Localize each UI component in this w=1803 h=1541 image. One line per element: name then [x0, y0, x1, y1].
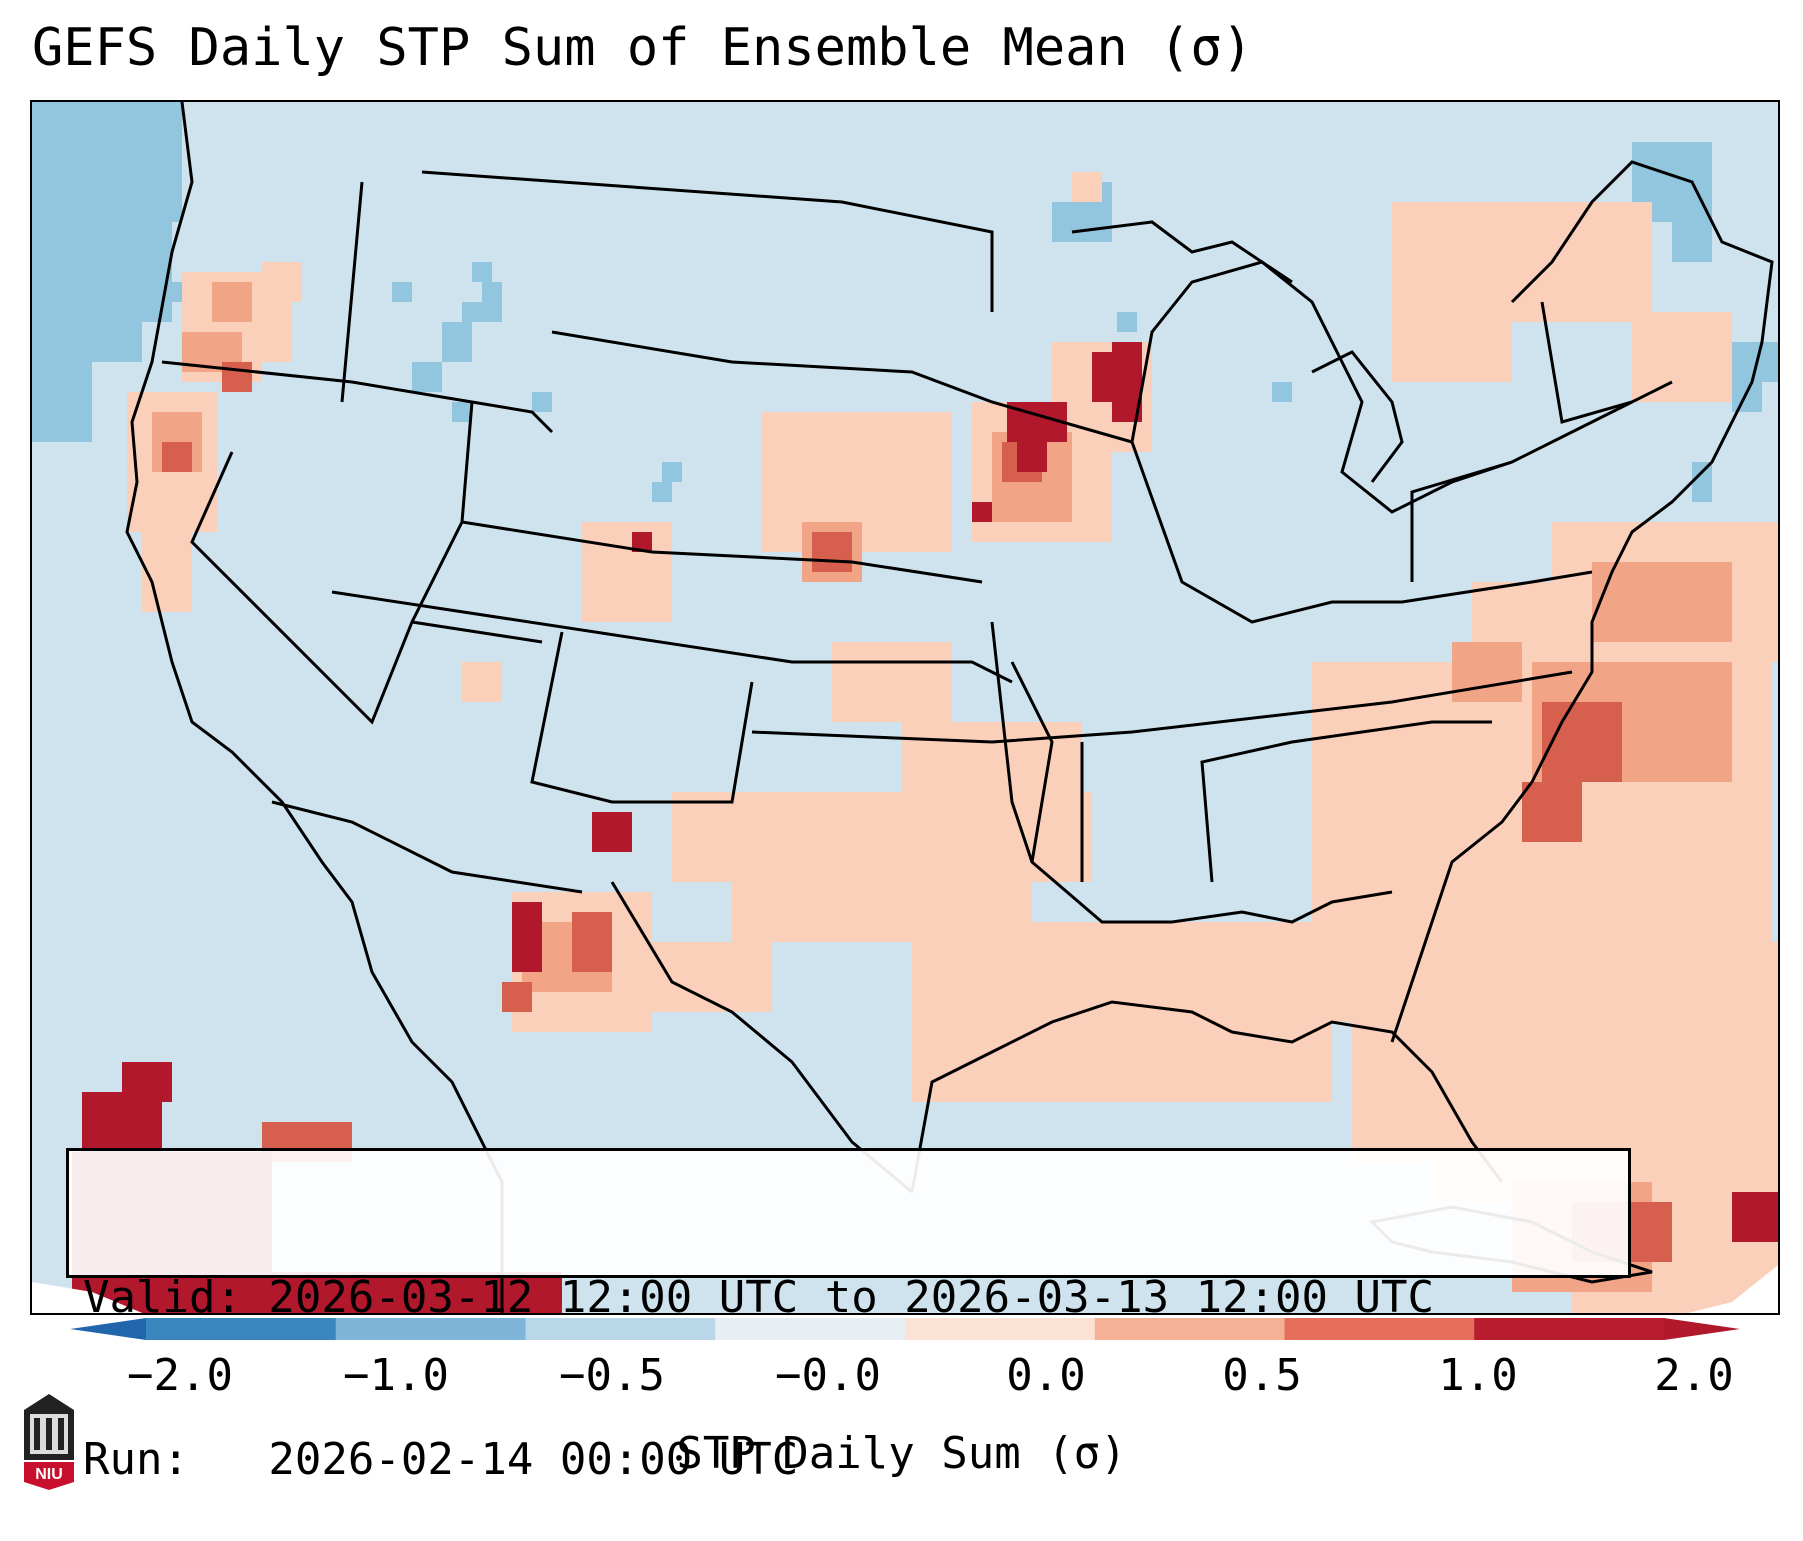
tick-label: −1.0	[343, 1350, 449, 1401]
tick-label: 1.0	[1438, 1350, 1518, 1401]
colorbar	[70, 1318, 1740, 1340]
tick-label: −0.0	[775, 1350, 881, 1401]
colorbar-segment	[1474, 1318, 1665, 1340]
negative-anomaly-pacific	[32, 102, 192, 442]
run-line: Run: 2026-02-14 00:00 UTC	[83, 1434, 799, 1485]
colorbar-segment	[525, 1318, 716, 1340]
colorbar-segment	[1094, 1318, 1285, 1340]
tick-label: 0.5	[1222, 1350, 1302, 1401]
colorbar-segment	[146, 1318, 337, 1340]
colorbar-segments	[146, 1318, 1665, 1340]
projection-edge-right	[1688, 1265, 1778, 1313]
niu-logo-text: NIU	[35, 1466, 63, 1483]
map-panel	[30, 100, 1780, 1315]
tick-label: −0.5	[559, 1350, 665, 1401]
valid-time-box: Valid: 2026-03-12 12:00 UTC to 2026-03-1…	[66, 1148, 1631, 1485]
colorbar-segment	[715, 1318, 906, 1340]
projection-edge	[32, 1282, 143, 1313]
tick-label: 0.0	[1006, 1350, 1086, 1401]
valid-line: Valid: 2026-03-12 12:00 UTC to 2026-03-1…	[83, 1272, 1435, 1323]
tick-label: −2.0	[127, 1350, 233, 1401]
negative-anomaly-scatter	[392, 142, 1778, 592]
tick-label: 2.0	[1654, 1350, 1734, 1401]
colorbar-label: STP Daily Sum (σ)	[676, 1428, 1127, 1479]
colorbar-under-arrow	[70, 1318, 146, 1340]
colorbar-ticks: −2.0 −1.0 −0.5 −0.0 0.0 0.5 1.0 2.0	[0, 1350, 1803, 1410]
map-outlines	[125, 102, 1774, 1313]
conus-map	[32, 102, 1778, 1313]
chart-title: GEFS Daily STP Sum of Ensemble Mean (σ)	[32, 18, 1253, 78]
colorbar-over-arrow	[1664, 1318, 1740, 1340]
niu-logo-icon	[24, 1394, 74, 1490]
niu-logo: NIU	[20, 1390, 78, 1490]
colorbar-segment	[1284, 1318, 1475, 1340]
colorbar-segment	[335, 1318, 526, 1340]
colorbar-graphic	[70, 1318, 1740, 1340]
colorbar-segment	[905, 1318, 1096, 1340]
